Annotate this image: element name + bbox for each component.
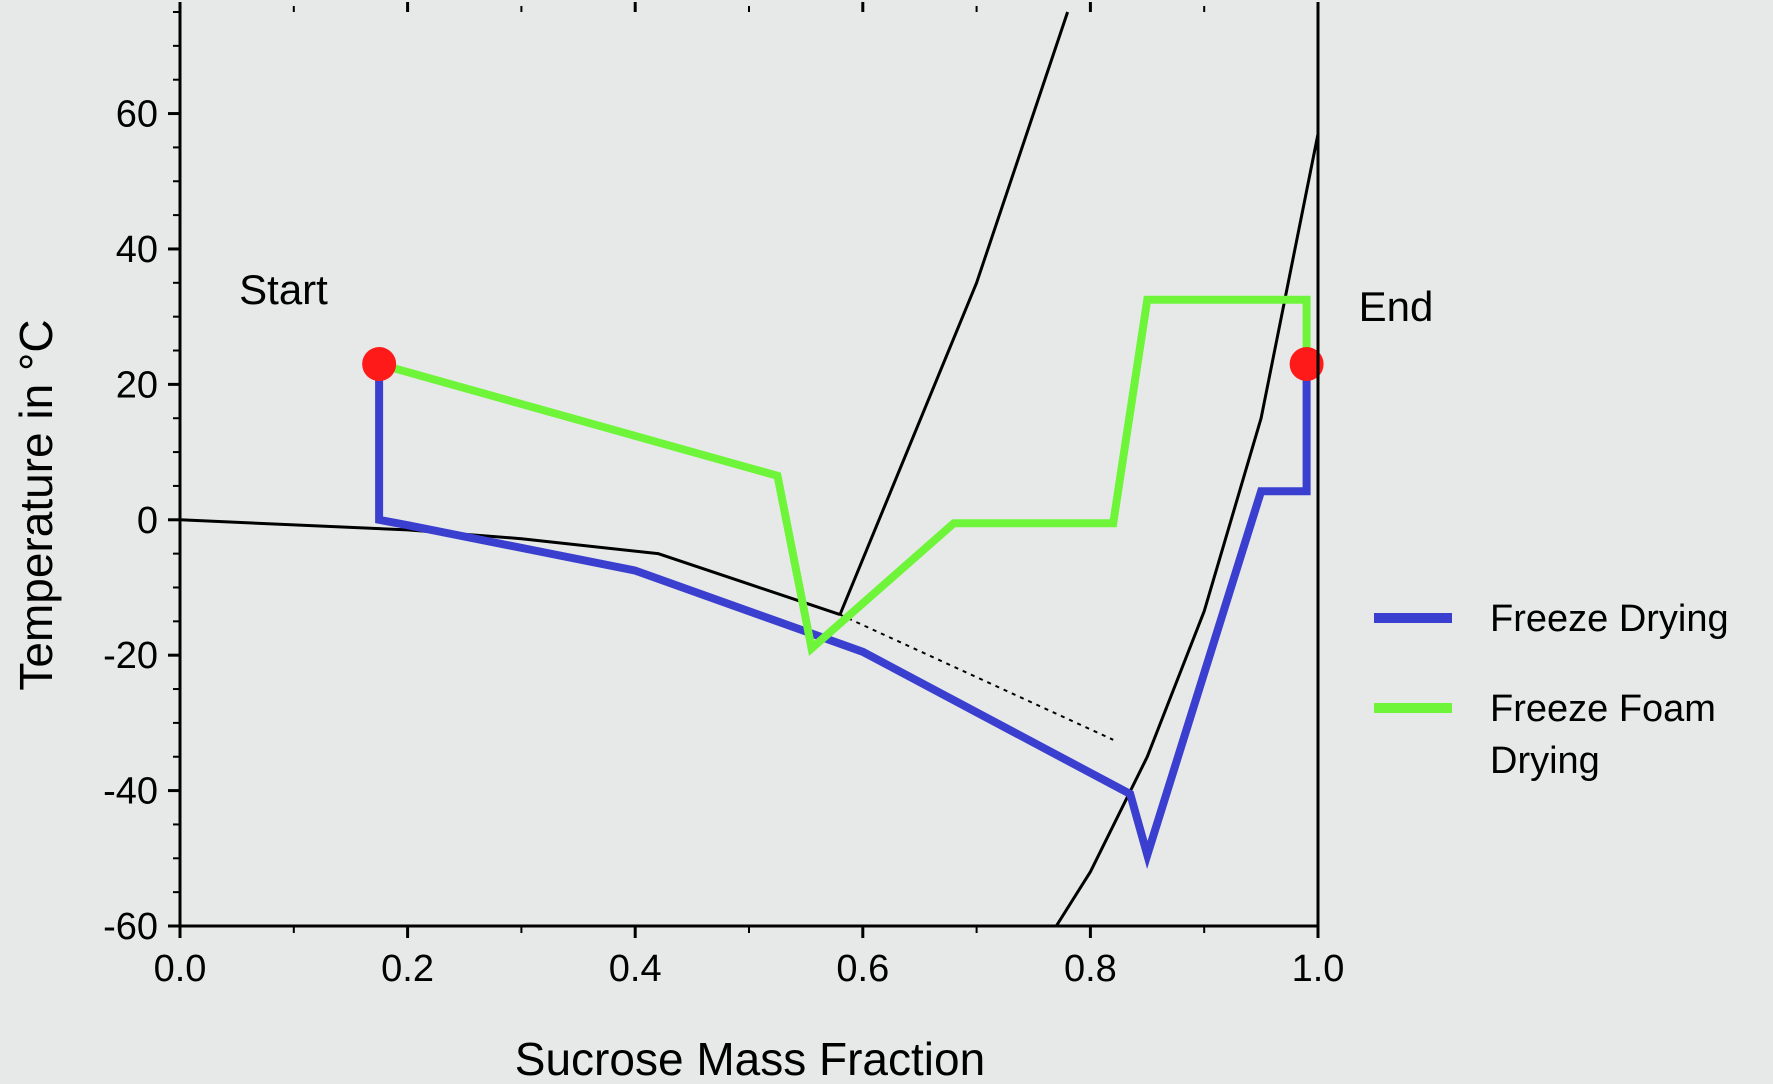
y-tick-label: -20 (103, 635, 158, 677)
annotations: Start End (239, 266, 1433, 330)
x-tick-label: 0.4 (609, 948, 662, 990)
x-axis-title: Sucrose Mass Fraction (515, 1033, 985, 1084)
phase-curves (179, 11, 1320, 927)
y-axis-title: Temperature in °C (10, 319, 62, 690)
series-line-freeze-drying (375, 364, 1311, 869)
x-tick-label: 0.6 (836, 948, 889, 990)
y-tick-label: -60 (103, 906, 158, 948)
y-tick-label: 60 (116, 94, 158, 136)
marker-end (1289, 347, 1324, 382)
x-tick-label: 0.0 (154, 948, 207, 990)
legend: Freeze Drying Freeze Foam Drying (1374, 598, 1729, 782)
phase-curve-3 (839, 613, 1114, 741)
x-tick-label: 1.0 (1292, 948, 1345, 990)
x-tick-label: 0.8 (1064, 948, 1117, 990)
y-tick-label: 0 (137, 500, 158, 542)
y-tick-label: -40 (103, 771, 158, 813)
legend-label: Freeze Foam (1490, 688, 1716, 730)
x-tick-label: 0.2 (381, 948, 434, 990)
y-tick-label: 40 (116, 229, 158, 271)
legend-label: Freeze Drying (1490, 598, 1729, 640)
y-tick-label: 20 (116, 364, 158, 406)
phase-curve-2 (838, 11, 1070, 616)
marker-start (362, 347, 397, 382)
phase-curve-4 (1055, 133, 1320, 927)
annotation-start: Start (239, 266, 328, 313)
markers (362, 347, 1324, 382)
series-line-freeze-foam-drying (378, 295, 1311, 656)
series-lines (375, 295, 1311, 869)
axis-ticks: 0.0 0.2 0.4 0.6 0.8 1.0 -60 -40 -20 0 20 40 60 (103, 2, 1344, 990)
annotation-end: End (1359, 283, 1434, 330)
legend-label: Drying (1490, 740, 1600, 782)
phase-curve-1 (179, 518, 841, 617)
